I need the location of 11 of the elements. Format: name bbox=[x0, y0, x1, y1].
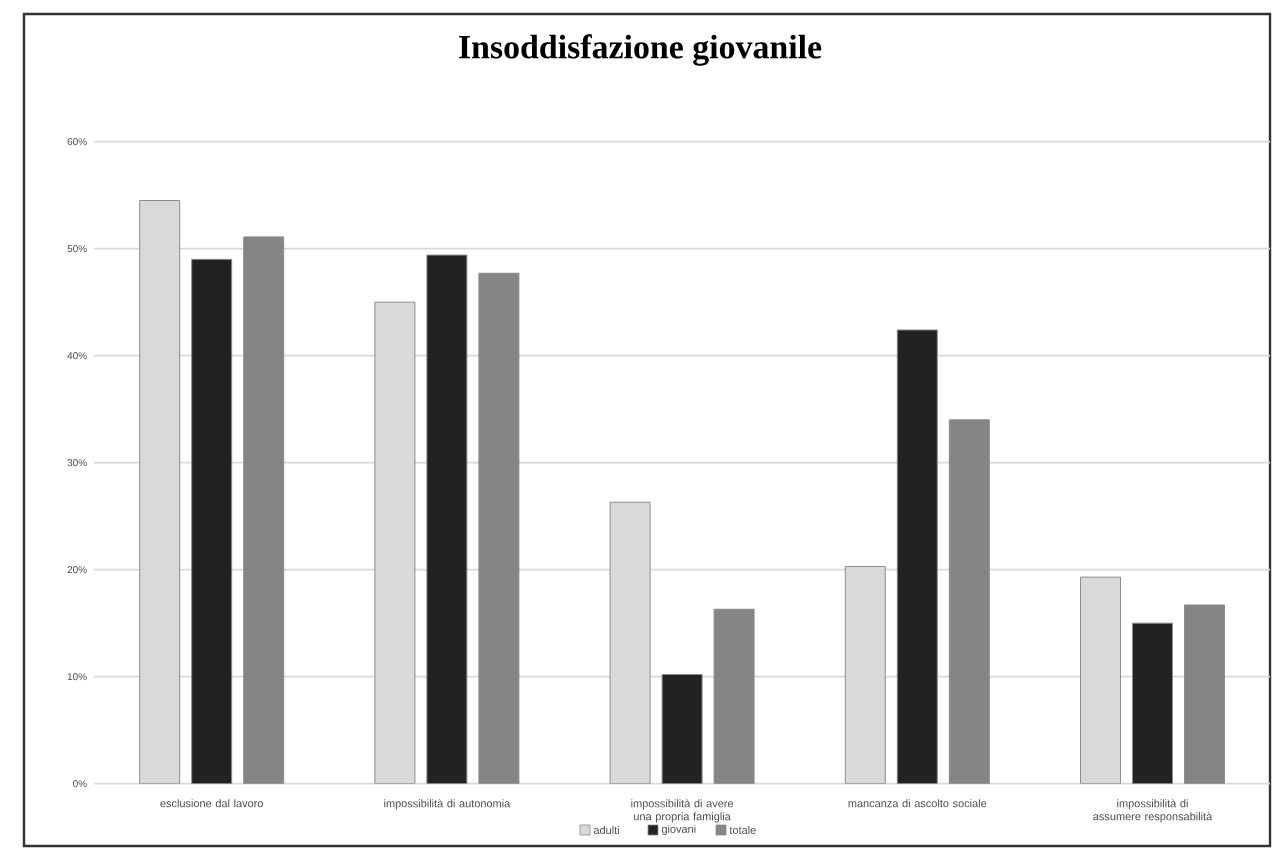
bar bbox=[426, 254, 468, 784]
bar bbox=[243, 236, 285, 784]
bar bbox=[1184, 604, 1225, 784]
bar bbox=[191, 258, 233, 784]
bar bbox=[896, 329, 938, 784]
bar bbox=[661, 674, 703, 784]
bar bbox=[713, 608, 755, 784]
bar bbox=[478, 272, 520, 784]
bar bbox=[1132, 622, 1173, 784]
bar bbox=[948, 419, 990, 784]
chart-title: Insoddisfazione giovanile bbox=[459, 34, 822, 66]
